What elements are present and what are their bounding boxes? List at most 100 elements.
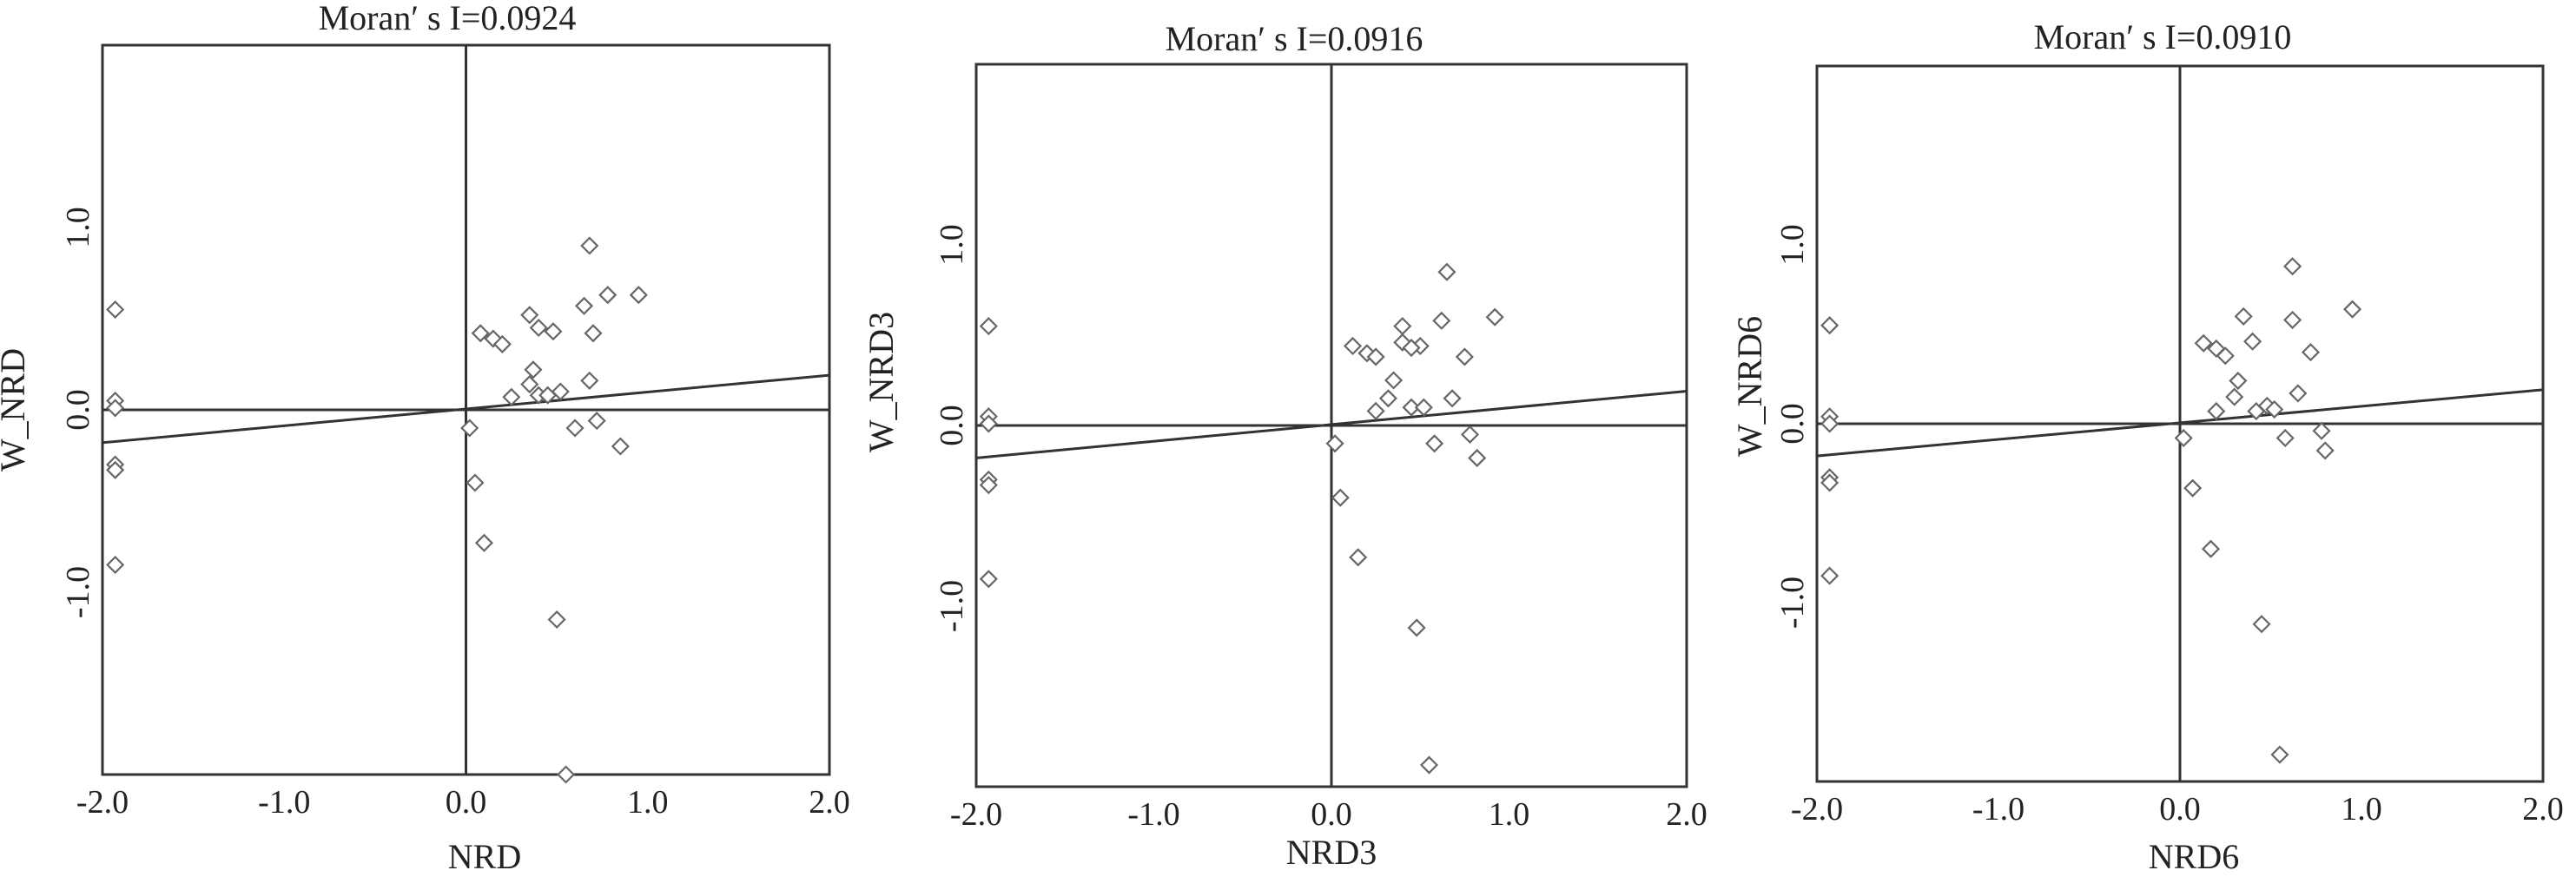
data-point <box>1393 317 1412 336</box>
data-point <box>547 610 566 630</box>
y-axis-label: W_NRD3 <box>862 312 901 452</box>
x-tick-label: 1.0 <box>627 784 669 821</box>
y-tick-label: -1.0 <box>934 580 970 632</box>
data-point <box>2207 402 2226 421</box>
data-point <box>1331 488 1350 507</box>
data-point <box>2243 332 2262 351</box>
fit-line <box>1816 388 2544 458</box>
data-point <box>524 360 543 379</box>
data-point <box>1468 448 1487 467</box>
x-tick-label: 1.0 <box>1489 796 1530 833</box>
x-tick-label: -1.0 <box>258 784 310 821</box>
data-point <box>460 419 479 438</box>
data-point <box>979 570 998 589</box>
data-point <box>544 322 563 341</box>
data-point <box>587 412 606 431</box>
data-point <box>574 296 594 315</box>
data-point <box>502 387 521 406</box>
data-point <box>1349 548 1368 567</box>
fit-line <box>975 389 1688 459</box>
data-point <box>466 473 485 492</box>
data-point <box>2183 478 2203 498</box>
y-axis-label: W_NRD6 <box>1730 316 1769 457</box>
data-point <box>1425 434 1444 453</box>
data-point <box>1366 347 1385 366</box>
x-tick-label: 2.0 <box>1666 796 1707 833</box>
data-point <box>1443 389 1462 408</box>
data-point <box>979 476 998 495</box>
data-point <box>1378 389 1397 408</box>
x-tick-label: -2.0 <box>1791 791 1843 828</box>
data-point <box>1455 347 1474 366</box>
data-point <box>2229 372 2248 391</box>
data-point <box>520 306 539 325</box>
data-point <box>1384 371 1404 390</box>
data-point <box>2265 399 2284 419</box>
data-point <box>2301 343 2321 362</box>
data-point <box>611 437 630 456</box>
panel-title: Moran′ s I=0.0910 <box>2034 17 2292 56</box>
x-axis-label: NRD6 <box>2149 837 2239 876</box>
x-tick-label: 1.0 <box>2341 791 2382 828</box>
panel-title: Moran′ s I=0.0924 <box>319 0 577 37</box>
data-point <box>1402 339 1421 358</box>
y-tick-label: 0.0 <box>1774 403 1811 445</box>
data-point <box>2216 346 2235 366</box>
data-point <box>565 419 585 438</box>
x-tick-label: -2.0 <box>950 796 1002 833</box>
data-point <box>584 324 603 343</box>
data-point <box>580 236 599 255</box>
data-point <box>106 460 125 479</box>
data-point <box>492 334 512 353</box>
y-tick-label: 1.0 <box>1774 224 1811 266</box>
y-tick-label: 1.0 <box>934 224 970 266</box>
data-point <box>2270 745 2289 764</box>
data-point <box>1407 618 1426 637</box>
data-point <box>2234 307 2253 326</box>
y-tick-label: 0.0 <box>934 405 970 446</box>
data-point <box>2201 539 2221 558</box>
data-point <box>580 371 599 390</box>
data-point <box>557 765 576 784</box>
data-point <box>979 317 998 336</box>
data-point <box>2283 310 2302 330</box>
x-tick-label: 0.0 <box>446 784 487 821</box>
data-point <box>1460 425 1480 444</box>
data-point <box>471 324 490 343</box>
data-point <box>1432 311 1451 330</box>
x-tick-label: -1.0 <box>1972 791 2024 828</box>
data-point <box>1343 336 1363 356</box>
data-point <box>538 386 558 405</box>
data-point <box>2312 421 2331 440</box>
x-tick-label: 2.0 <box>809 784 850 821</box>
x-tick-label: -1.0 <box>1127 796 1179 833</box>
data-point <box>1366 401 1385 420</box>
x-tick-label: 0.0 <box>1311 796 1352 833</box>
data-point <box>1325 434 1344 453</box>
x-tick-label: 2.0 <box>2522 791 2564 828</box>
y-tick-label: -1.0 <box>60 566 96 618</box>
data-point <box>1485 307 1504 326</box>
data-point <box>106 399 125 418</box>
data-point <box>520 375 539 394</box>
data-point <box>598 286 618 305</box>
x-axis-label: NRD <box>448 837 521 876</box>
x-tick-label: 0.0 <box>2159 791 2201 828</box>
y-axis-label: W_NRD <box>0 348 32 471</box>
data-point <box>2283 257 2302 276</box>
data-point <box>2194 333 2213 353</box>
y-tick-label: 0.0 <box>60 389 96 431</box>
panel-nrd: Moran′ s I=0.0924 NRD W_NRD -2.0 -1.0 0.0 1… <box>0 0 850 876</box>
data-point <box>2174 428 2193 448</box>
data-point <box>2252 615 2271 634</box>
panel-nrd3: Moran′ s I=0.0916 NRD3 W_NRD3 -2.0 -1.0 0.… <box>862 19 1707 872</box>
y-tick-label: -1.0 <box>1774 577 1811 629</box>
x-tick-label: -2.0 <box>76 784 129 821</box>
fit-line <box>102 373 830 445</box>
data-point <box>1820 316 1840 335</box>
data-point <box>2225 387 2244 406</box>
panel-nrd6: Moran′ s I=0.0910 NRD6 W_NRD6 -2.0 -1.0 0.… <box>1730 17 2564 876</box>
data-point <box>1820 566 1840 585</box>
data-point <box>474 533 493 552</box>
